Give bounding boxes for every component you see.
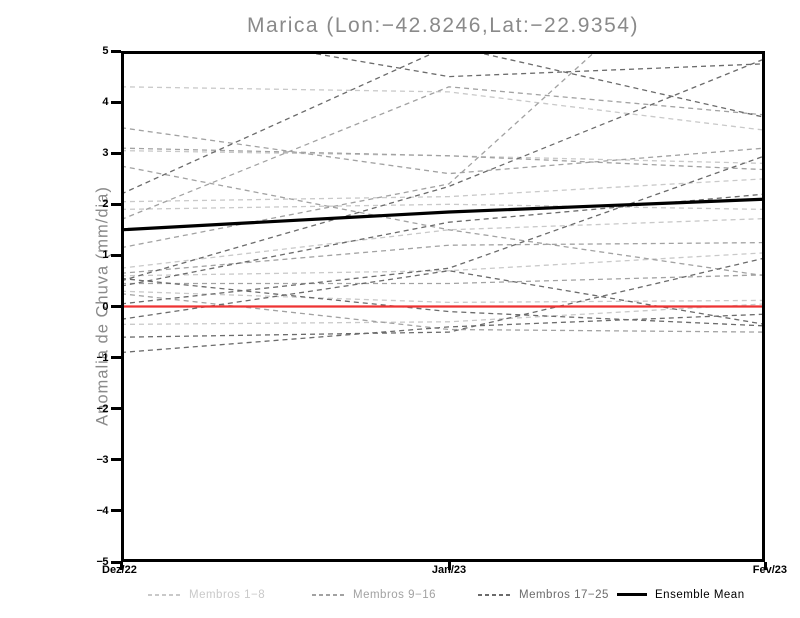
ensemble-member-line xyxy=(121,58,765,282)
ensemble-member-line xyxy=(121,165,765,277)
ensemble-member-line xyxy=(121,217,765,269)
y-tick-label: −2 xyxy=(96,402,108,415)
y-tick-label: 3 xyxy=(102,147,108,160)
ensemble-member-line xyxy=(121,149,765,165)
y-tick xyxy=(111,151,121,155)
legend-item-label: Ensemble Mean xyxy=(655,588,745,601)
y-tick xyxy=(111,458,121,462)
plot-border xyxy=(121,51,765,562)
ensemble-member-line xyxy=(121,127,765,175)
ensemble-member-line xyxy=(121,274,765,285)
ensemble-member-line xyxy=(121,313,765,354)
legend-item-membros-17-25: Membros 17−25 xyxy=(478,588,609,601)
x-tick-label: Fev/23 xyxy=(752,564,787,576)
y-tick-label: −4 xyxy=(96,504,108,517)
chart-title: Marica (Lon:−42.8246,Lat:−22.9354) xyxy=(247,14,639,37)
ensemble-member-line xyxy=(121,257,765,338)
y-tick-label: 4 xyxy=(102,96,108,109)
y-tick xyxy=(111,49,121,53)
y-tick xyxy=(111,202,121,206)
x-tick xyxy=(447,562,451,570)
ensemble-member-line xyxy=(121,155,765,305)
ensemble-mean-line xyxy=(121,197,765,232)
plot-area xyxy=(121,51,765,562)
y-tick xyxy=(111,560,121,564)
legend-item-ensemble-mean: Ensemble Mean xyxy=(617,588,745,601)
y-tick-label: 0 xyxy=(102,300,108,313)
ensemble-member-line xyxy=(121,86,765,221)
legend-item-membros-1-8: Membros 1−8 xyxy=(148,588,265,601)
x-tick xyxy=(763,562,767,570)
dashed-line-swatch xyxy=(312,593,345,596)
ensemble-member-line xyxy=(121,51,597,249)
x-tick-label: Dez/22 xyxy=(102,564,137,576)
ensemble-member-line xyxy=(121,277,765,327)
legend-item-label: Membros 17−25 xyxy=(519,588,609,601)
solid-line-swatch xyxy=(617,593,647,596)
y-tick-label: −3 xyxy=(96,453,108,466)
legend-item-label: Membros 9−16 xyxy=(353,588,437,601)
ensemble-member-line xyxy=(296,51,765,78)
y-tick-label: −5 xyxy=(96,556,108,568)
y-tick-label: 2 xyxy=(102,198,108,211)
ensemble-member-line xyxy=(121,86,765,131)
y-tick-label: 5 xyxy=(102,45,108,57)
x-tick-label: Jan/23 xyxy=(431,564,467,576)
dashed-line-swatch xyxy=(478,593,511,596)
y-tick-label: −1 xyxy=(96,351,108,364)
ensemble-member-line xyxy=(121,193,765,287)
y-tick xyxy=(111,509,121,513)
x-tick xyxy=(119,562,123,570)
y-tick xyxy=(111,253,121,257)
ensemble-member-line xyxy=(121,252,765,277)
ensemble-member-line xyxy=(121,241,765,274)
y-tick xyxy=(111,305,121,308)
ensemble-member-line xyxy=(121,270,765,326)
legend-item-membros-9-16: Membros 9−16 xyxy=(312,588,436,601)
ensemble-member-line xyxy=(121,303,765,326)
dashed-line-swatch xyxy=(148,593,181,596)
legend-item-label: Membros 1−8 xyxy=(189,588,266,601)
y-tick-label: 1 xyxy=(102,249,108,262)
y-tick xyxy=(111,407,121,411)
ensemble-member-line xyxy=(121,51,765,195)
ensemble-member-line xyxy=(121,147,765,171)
y-tick xyxy=(111,356,121,360)
ensemble-member-line xyxy=(121,293,765,333)
ensemble-member-line xyxy=(121,290,765,304)
y-tick xyxy=(111,100,121,104)
ensemble-member-line xyxy=(121,203,765,211)
ensemble-member-line xyxy=(121,178,765,203)
